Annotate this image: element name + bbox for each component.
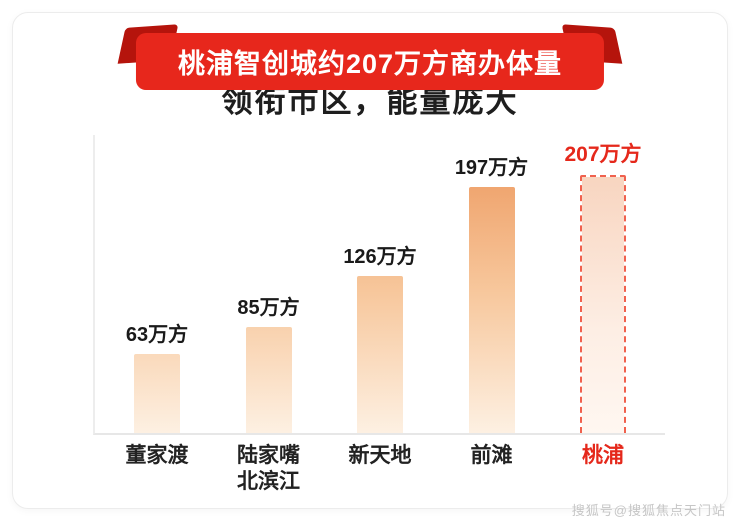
bar-value-label: 126万方: [343, 246, 417, 268]
bar-value-label: 85万方: [237, 297, 300, 319]
bar-highlight: [580, 175, 626, 433]
bar-column: 197万方前滩: [444, 135, 540, 467]
bar-column: 207万方桃浦: [555, 135, 651, 467]
bar-column: 126万方新天地: [332, 135, 428, 467]
bar-category-label: 新天地: [348, 444, 412, 467]
bar-category-label: 前滩: [470, 444, 513, 467]
bar-value-label: 207万方: [564, 143, 642, 166]
bar: [134, 354, 180, 433]
banner-title: 桃浦智创城约207万方商办体量: [135, 33, 605, 90]
bar-category-label: 陆家嘴 北滨江: [237, 444, 300, 494]
bar: [245, 327, 292, 433]
bar-category-label: 董家渡: [125, 444, 189, 467]
bar-value-label: 197万方: [454, 157, 529, 179]
bar-column: 63万方董家渡: [109, 135, 205, 467]
bar-column: 85万方陆家嘴 北滨江: [221, 135, 317, 493]
ribbon-banner: 桃浦智创城约207万方商办体量: [117, 24, 623, 90]
chart-card: 桃浦智创城约207万方商办体量 领衔市区，能量庞大 63万方 董家渡 85万方 陆家嘴…: [12, 12, 728, 509]
bar-value-label: 63万方: [125, 324, 189, 346]
watermark: 搜狐号@搜狐焦点天门站: [571, 503, 726, 518]
bar: [357, 276, 403, 433]
bar-chart: 63万方 董家渡 85万方 陆家嘴 北滨江 126万方 新天地 197万方 前滩 207万方 桃浦: [93, 135, 665, 493]
bar-category-label: 桃浦: [582, 444, 624, 467]
bar: [468, 187, 515, 433]
